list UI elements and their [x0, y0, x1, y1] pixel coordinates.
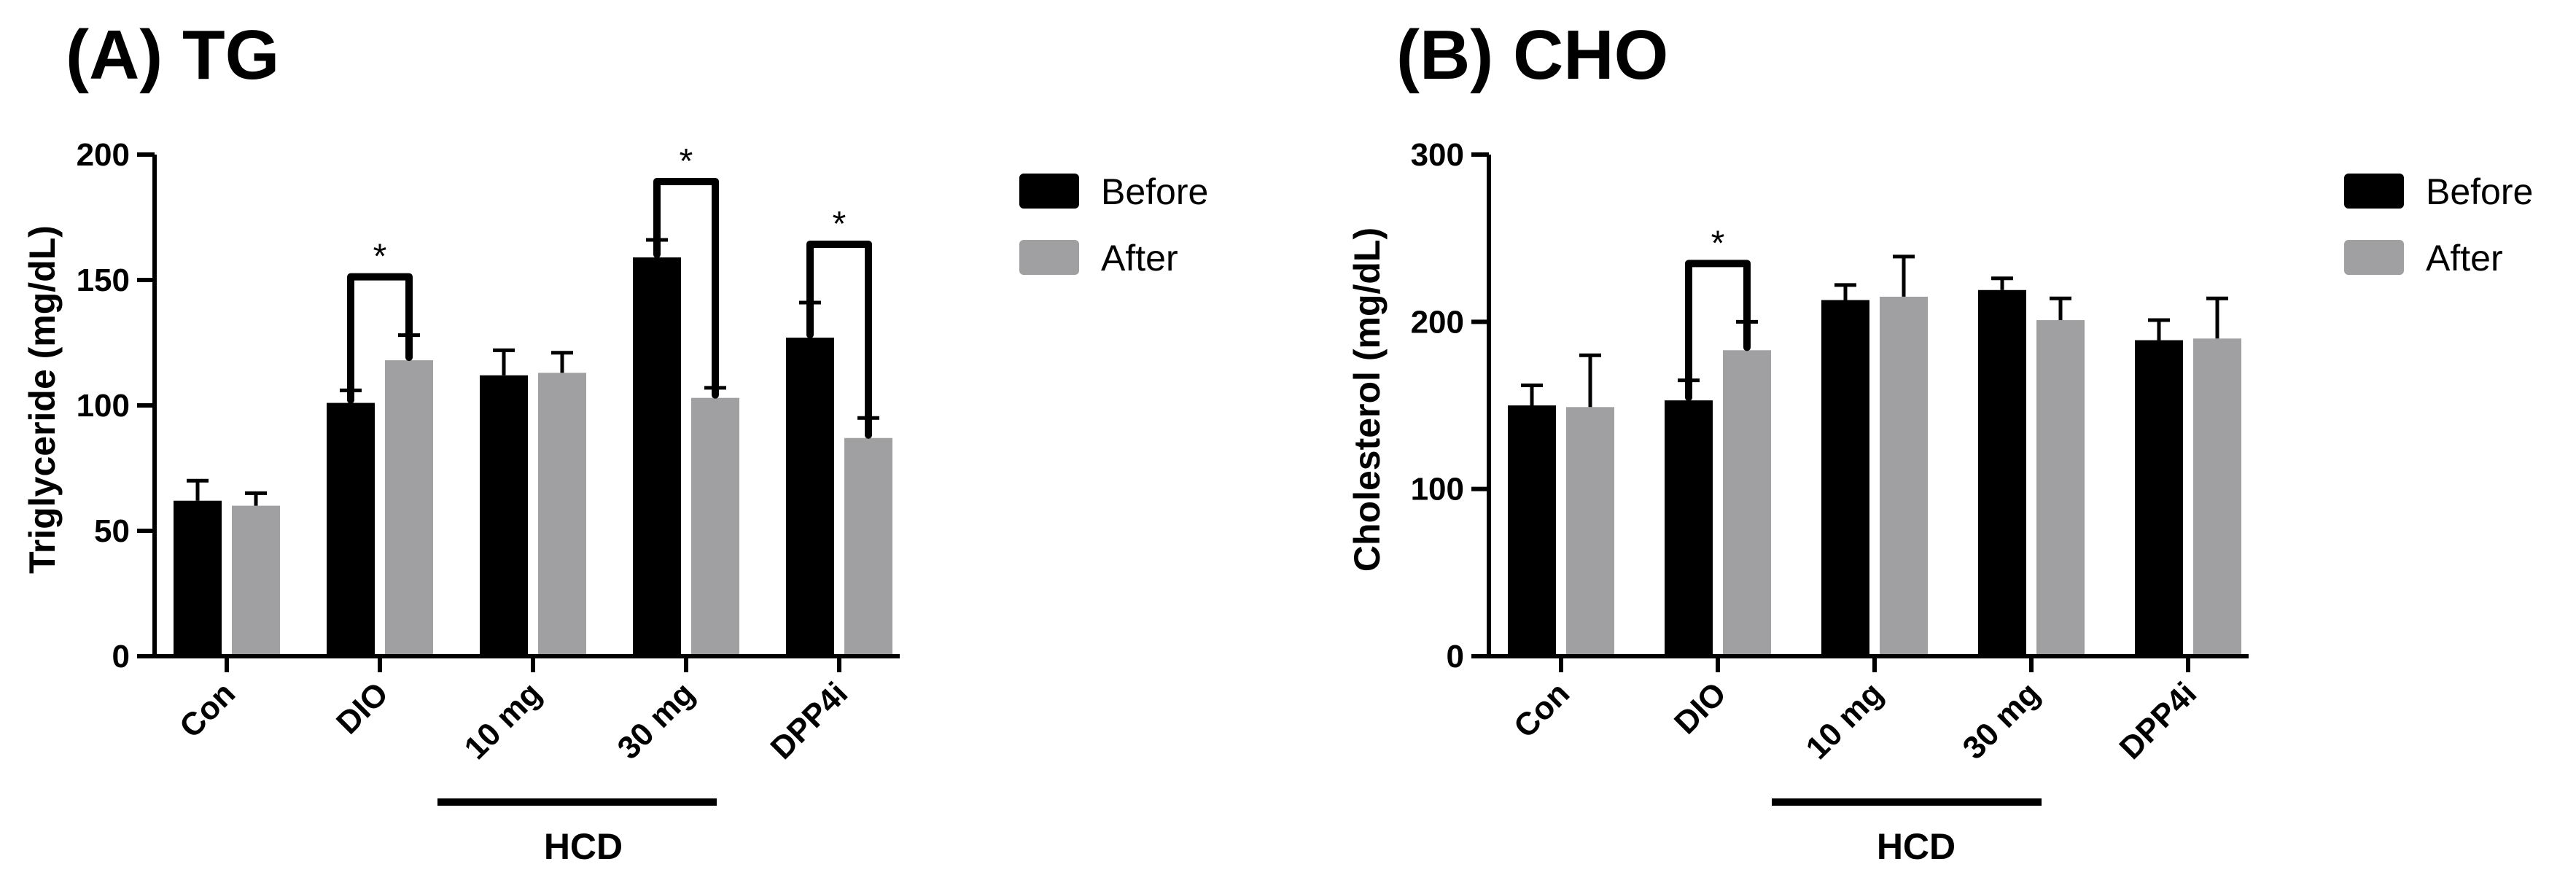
x-ticks: Con DIO 10 mg 30 mg DPP4i: [1507, 656, 2203, 766]
bar-before-10-mg: [480, 375, 528, 656]
bar-before-con: [1508, 405, 1556, 656]
legend: Before After: [1019, 171, 1208, 279]
bars: [1508, 289, 2241, 656]
x-tick-label: DIO: [1668, 675, 1733, 741]
x-tick-label: Con: [173, 675, 242, 744]
legend-label-after: After: [1101, 238, 1178, 279]
legend: Before After: [2344, 171, 2533, 279]
significance-brackets: *: [1685, 224, 1751, 402]
x-tick-label: Con: [1507, 675, 1576, 744]
error-bars: [187, 238, 879, 506]
significance-bracket: [1685, 260, 1751, 402]
bar-before-dio: [1665, 400, 1713, 656]
y-ticks: 0 50 100 150 200: [77, 137, 155, 674]
panel-title: (A) TG: [66, 16, 279, 94]
group-label: HCD: [1877, 826, 1956, 867]
x-tick-label: DPP4i: [2112, 675, 2203, 766]
significance-star: *: [373, 238, 387, 276]
x-ticks: Con DIO 10 mg 30 mg DPP4i: [173, 656, 855, 766]
axes: [152, 155, 900, 658]
bar-after-dpp4i: [2193, 338, 2241, 656]
x-tick-label: 30 mg: [610, 675, 701, 766]
legend-label-before: Before: [1101, 171, 1208, 212]
bar-after-10-mg: [1880, 296, 1928, 656]
x-tick-label: DIO: [330, 675, 395, 741]
y-tick-label: 100: [1411, 472, 1464, 507]
bar-before-con: [174, 500, 222, 656]
y-tick-label: 100: [77, 388, 130, 424]
y-axis-label: Cholesterol (mg/dL): [1347, 227, 1388, 572]
y-tick-label: 200: [77, 137, 130, 173]
bar-after-10-mg: [538, 373, 586, 656]
bar-before-10-mg: [1821, 300, 1869, 656]
bar-after-dpp4i: [844, 437, 892, 656]
legend-label-after: After: [2426, 238, 2503, 279]
x-tick-label: 10 mg: [457, 675, 548, 766]
bar-after-dio: [1723, 350, 1771, 656]
error-bars: [1521, 254, 2228, 408]
significance-bracket: [653, 177, 719, 399]
bars: [174, 257, 892, 656]
y-tick-label: 0: [1447, 639, 1464, 674]
bar-before-dpp4i: [2135, 340, 2183, 656]
y-axis-label: Triglyceride (mg/dL): [22, 225, 63, 574]
bar-before-dio: [327, 402, 375, 656]
bar-before-30-mg: [633, 257, 681, 656]
bar-after-30-mg: [2036, 320, 2085, 656]
significance-bracket: [806, 240, 872, 439]
y-ticks: 0 100 200 300: [1411, 137, 1489, 674]
significance-brackets: * * *: [347, 142, 872, 439]
bar-before-30-mg: [1978, 289, 2026, 656]
x-tick-label: 30 mg: [1956, 675, 2047, 766]
panel-title: (B) CHO: [1396, 16, 1668, 94]
legend-swatch-after: [2344, 240, 2404, 275]
bar-after-con: [232, 505, 280, 656]
axes: [1487, 155, 2249, 658]
bar-after-30-mg: [691, 397, 739, 656]
x-tick-label: 10 mg: [1799, 675, 1890, 766]
y-tick-label: 0: [112, 639, 130, 674]
y-tick-label: 200: [1411, 304, 1464, 340]
x-tick-label: DPP4i: [763, 675, 855, 766]
y-tick-label: 150: [77, 262, 130, 298]
legend-swatch-after: [1019, 240, 1079, 275]
panel-tg: (A) TG Triglyceride (mg/dL) 0 50 100 150 200…: [22, 16, 1208, 867]
bar-before-dpp4i: [786, 338, 834, 656]
y-tick-label: 300: [1411, 137, 1464, 173]
significance-star: *: [680, 142, 693, 181]
significance-star: *: [1711, 224, 1725, 262]
legend-label-before: Before: [2426, 171, 2533, 212]
panel-cho: (B) CHO Cholesterol (mg/dL) 0 100 200 300 *…: [1347, 16, 2533, 867]
legend-swatch-before: [2344, 174, 2404, 209]
bar-after-con: [1566, 407, 1614, 656]
significance-star: *: [833, 205, 847, 244]
bar-after-dio: [385, 360, 433, 656]
group-label: HCD: [544, 826, 623, 867]
y-tick-label: 50: [94, 513, 130, 549]
significance-bracket: [347, 273, 413, 404]
legend-swatch-before: [1019, 174, 1079, 209]
